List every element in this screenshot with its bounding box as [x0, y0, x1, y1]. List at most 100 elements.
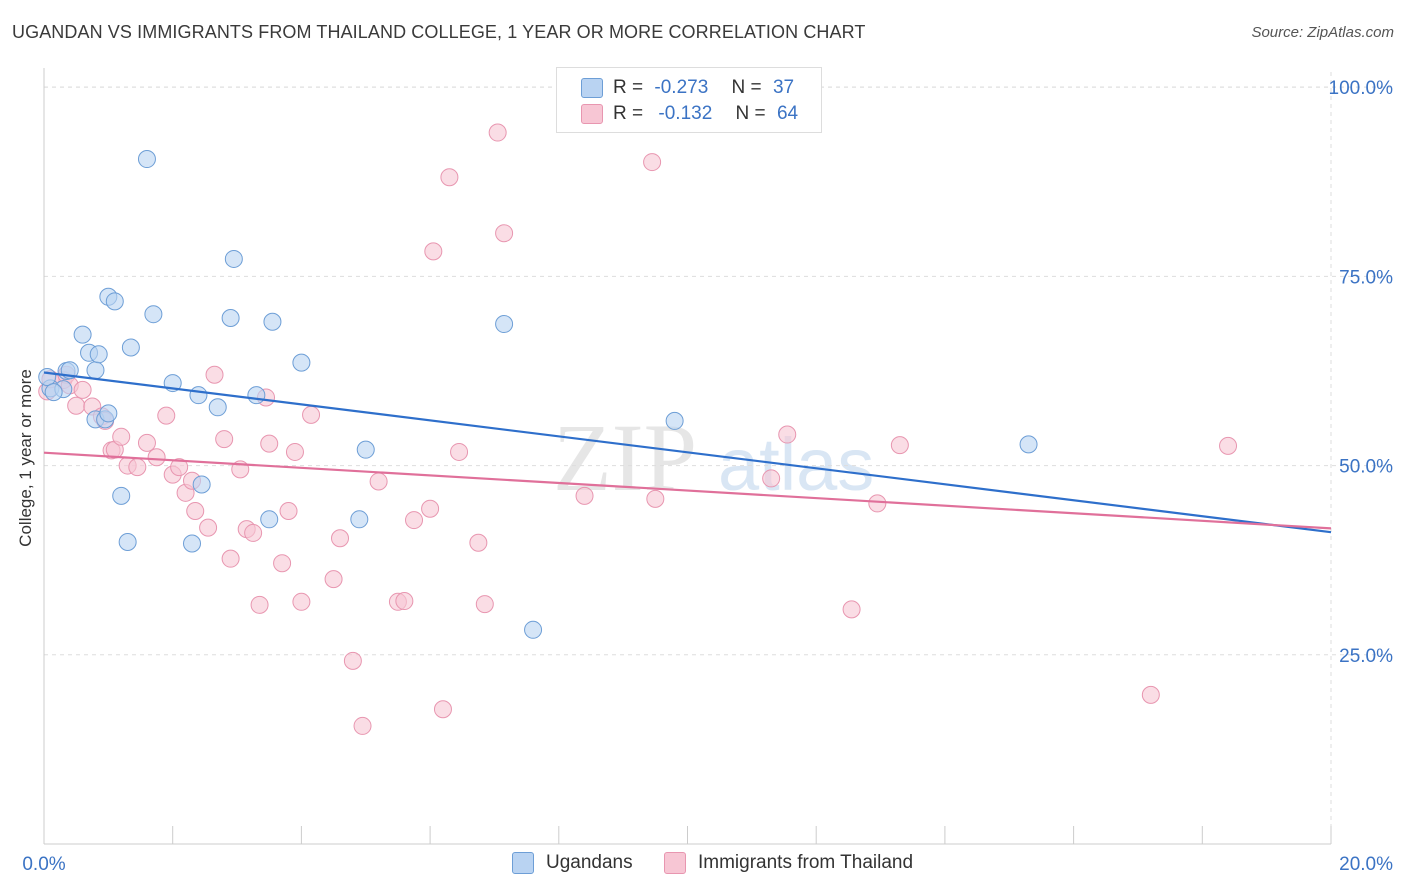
point-ugandans [89, 345, 108, 364]
point-thailand [643, 153, 662, 172]
source-label: Source: ZipAtlas.com [1251, 24, 1394, 41]
point-ugandans [73, 325, 92, 344]
point-ugandans [263, 312, 282, 331]
point-thailand [250, 595, 269, 614]
legend-row-text: R = -0.273 N = 37 [613, 77, 794, 99]
legend-label-thailand: Immigrants from Thailand [698, 852, 914, 873]
point-ugandans [1019, 435, 1038, 454]
legend-row-text: R = -0.132 N = 64 [613, 103, 798, 125]
point-thailand [244, 523, 263, 542]
point-ugandans [38, 368, 57, 387]
point-thailand [353, 716, 372, 735]
point-thailand [778, 425, 797, 444]
point-thailand [292, 592, 311, 611]
point-thailand [170, 458, 189, 477]
point-ugandans [224, 249, 243, 268]
point-thailand [343, 651, 362, 670]
legend-swatch-pink [581, 104, 603, 124]
y-tick-label: 25.0% [1339, 646, 1393, 667]
point-ugandans [192, 475, 211, 494]
point-ugandans [292, 353, 311, 372]
point-ugandans [247, 386, 266, 405]
series-thailand-points [38, 123, 1238, 735]
trend-line-thailand [43, 451, 1332, 530]
legend-swatch-blue [512, 852, 534, 874]
series-legend: Ugandans Immigrants from Thailand [0, 852, 1406, 876]
point-thailand [147, 448, 166, 467]
point-thailand [324, 570, 343, 589]
point-thailand [157, 406, 176, 425]
legend-swatch-blue [581, 78, 603, 98]
series-ugandans-points [38, 150, 1038, 639]
n-value: 64 [776, 103, 799, 124]
legend-label-ugandans: Ugandans [546, 852, 633, 873]
y-tick-label: 75.0% [1339, 267, 1393, 288]
point-thailand [421, 499, 440, 518]
n-label: N = [735, 103, 766, 124]
x-tick-label: 20.0% [1339, 854, 1393, 875]
point-thailand [199, 518, 218, 537]
axes [43, 68, 1332, 845]
point-thailand [260, 434, 279, 453]
point-ugandans [137, 150, 156, 169]
point-ugandans [356, 440, 375, 459]
point-ugandans [260, 510, 279, 529]
point-thailand [273, 554, 292, 573]
point-thailand [215, 430, 234, 449]
point-thailand [405, 511, 424, 530]
point-ugandans [118, 533, 137, 552]
point-thailand [842, 600, 861, 619]
point-thailand [112, 427, 131, 446]
point-thailand [495, 224, 514, 243]
n-label: N = [731, 77, 762, 98]
point-ugandans [524, 620, 543, 639]
correlation-legend: R = -0.273 N = 37 R = -0.132 N = 64 [556, 67, 822, 133]
point-thailand [646, 489, 665, 508]
point-ugandans [208, 398, 227, 417]
chart-title: UGANDAN VS IMMIGRANTS FROM THAILAND COLL… [12, 22, 866, 42]
point-thailand [279, 501, 298, 520]
point-ugandans [665, 411, 684, 430]
point-ugandans [44, 383, 63, 402]
point-thailand [890, 436, 909, 455]
point-thailand [186, 501, 205, 520]
point-thailand [67, 396, 86, 415]
point-thailand [762, 469, 781, 488]
r-label: R = [613, 77, 644, 98]
watermark: ZIP atlas [553, 404, 874, 511]
point-ugandans [221, 308, 240, 327]
legend-item-ugandans[interactable]: Ugandans [512, 852, 633, 874]
r-value: -0.132 [658, 103, 713, 124]
point-thailand [575, 486, 594, 505]
point-thailand [469, 533, 488, 552]
legend-item-thailand[interactable]: Immigrants from Thailand [664, 852, 913, 874]
point-ugandans [189, 386, 208, 405]
n-value: 37 [772, 77, 795, 98]
point-thailand [488, 123, 507, 142]
point-thailand [137, 433, 156, 452]
point-thailand [221, 549, 240, 568]
y-tick-label: 100.0% [1329, 78, 1394, 99]
point-thailand [395, 592, 414, 611]
point-ugandans [121, 338, 140, 357]
r-value: -0.273 [654, 77, 709, 98]
point-thailand [302, 405, 321, 424]
point-thailand [475, 595, 494, 614]
point-thailand [369, 472, 388, 491]
tick-labels: 25.0% 50.0% 75.0% 100.0% 0.0% 20.0% [22, 78, 1393, 875]
point-ugandans [112, 486, 131, 505]
point-ugandans [99, 404, 118, 423]
point-ugandans [105, 292, 124, 311]
r-label: R = [613, 103, 644, 124]
legend-swatch-pink [664, 852, 686, 874]
watermark-atlas: atlas [718, 423, 874, 506]
point-thailand [1219, 436, 1238, 455]
point-ugandans [183, 534, 202, 553]
point-ugandans [495, 315, 514, 334]
point-thailand [433, 700, 452, 719]
point-thailand [450, 442, 469, 461]
trend-line-ugandans [43, 371, 1332, 534]
point-thailand [285, 442, 304, 461]
point-thailand [331, 529, 350, 548]
